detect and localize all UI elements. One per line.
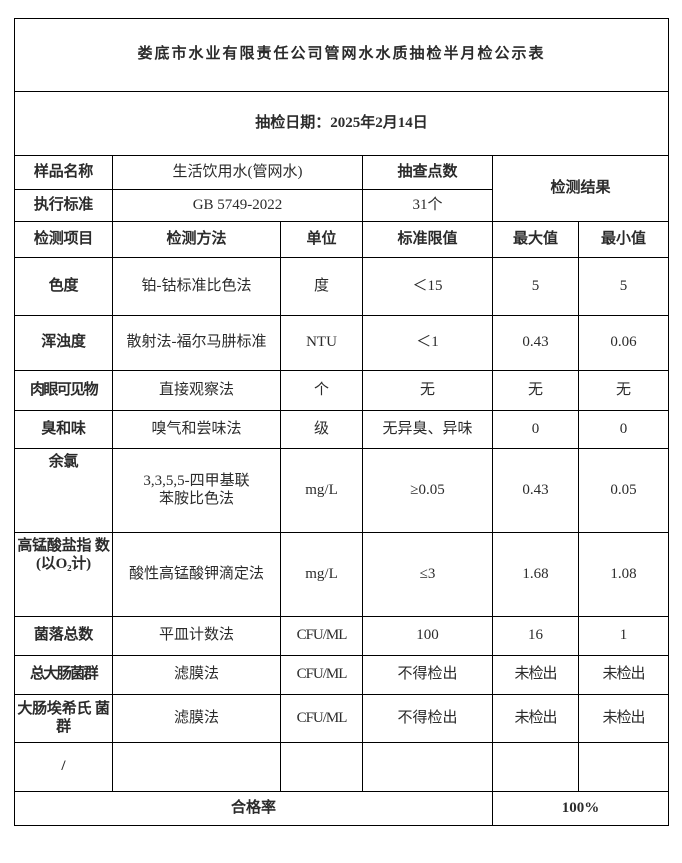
row-max: 0 (492, 410, 579, 449)
sample-name-value: 生活饮用水(管网水) (112, 155, 363, 190)
sample-name-row: 样品名称 生活饮用水(管网水) 抽查点数 检测结果 (14, 155, 670, 222)
row-min: 0.06 (577, 315, 670, 371)
row-min: 5 (577, 257, 670, 316)
table-row: 高锰酸盐指 数(以O₂计) 酸性高锰酸钾滴定法 mg/L ≤3 1.68 1.0… (14, 532, 670, 617)
row-max: 无 (492, 370, 579, 411)
table-row: 肉眼可见物 直接观察法 个 无 无 无 (14, 370, 670, 411)
column-header-row: 检测项目 检测方法 单位 标准限值 最大值 最小值 (14, 221, 670, 258)
table-row: 总大肠菌群 滤膜法 CFU/ML 不得检出 未检出 未检出 (14, 655, 670, 695)
result-header: 检测结果 (491, 155, 670, 222)
row-limit: ≥0.05 (362, 448, 493, 533)
row-unit: mg/L (280, 532, 363, 617)
pass-rate-label: 合格率 (14, 791, 493, 826)
row-min (577, 742, 670, 792)
column-header-unit: 单位 (280, 221, 363, 258)
row-max: 未检出 (492, 655, 579, 695)
row-method (112, 742, 281, 792)
row-method: 滤膜法 (112, 655, 281, 695)
table-row: 余氯 3,3,5,5-四甲基联 苯胺比色法 mg/L ≥0.05 0.43 0.… (14, 448, 670, 533)
row-method: 平皿计数法 (112, 616, 281, 656)
sampling-points-value: 31个 (362, 189, 493, 222)
table-row: 臭和味 嗅气和尝味法 级 无异臭、异味 0 0 (14, 410, 670, 449)
row-method: 3,3,5,5-四甲基联 苯胺比色法 (112, 448, 281, 533)
row-item: 色度 (14, 257, 113, 316)
row-limit (362, 742, 493, 792)
column-header-max: 最大值 (492, 221, 579, 258)
row-item: / (14, 742, 113, 792)
row-max: 0.43 (492, 315, 579, 371)
row-limit: 不得检出 (362, 694, 493, 743)
title-row: 娄底市水业有限责任公司管网水水质抽检半月检公示表 (13, 18, 670, 92)
row-unit: 级 (280, 410, 363, 449)
row-max: 5 (492, 257, 579, 316)
row-unit: NTU (280, 315, 363, 371)
row-item: 余氯 (14, 448, 113, 533)
document-title: 娄底市水业有限责任公司管网水水质抽检半月检公示表 (13, 18, 670, 92)
row-method: 直接观察法 (112, 370, 281, 411)
row-item: 菌落总数 (14, 616, 113, 656)
table-row: 色度 铂-钴标准比色法 度 ＜15 5 5 (14, 257, 670, 316)
row-limit: ≤3 (362, 532, 493, 617)
row-limit: 100 (362, 616, 493, 656)
row-min: 0.05 (577, 448, 670, 533)
row-item: 高锰酸盐指 数(以O₂计) (14, 532, 113, 617)
row-unit: CFU/ML (280, 655, 363, 695)
row-unit: mg/L (280, 448, 363, 533)
row-max (492, 742, 579, 792)
row-limit: 不得检出 (362, 655, 493, 695)
row-max: 0.43 (492, 448, 579, 533)
column-header-item: 检测项目 (14, 221, 113, 258)
standard-value: GB 5749-2022 (112, 189, 363, 222)
row-item: 肉眼可见物 (14, 370, 113, 411)
date-row: 抽检日期：2025年2月14日 (13, 91, 670, 156)
sampling-date: 抽检日期：2025年2月14日 (13, 91, 670, 156)
row-method: 酸性高锰酸钾滴定法 (112, 532, 281, 617)
pass-rate-row: 合格率 100% (14, 791, 670, 826)
row-unit: CFU/ML (280, 694, 363, 743)
row-method: 散射法-福尔马肼标准 (112, 315, 281, 371)
row-max: 16 (492, 616, 579, 656)
row-item: 总大肠菌群 (14, 655, 113, 695)
standard-label: 执行标准 (14, 189, 113, 222)
row-min: 1.08 (577, 532, 670, 617)
row-min: 无 (577, 370, 670, 411)
table-row: 浑浊度 散射法-福尔马肼标准 NTU ＜1 0.43 0.06 (14, 315, 670, 371)
row-unit: 度 (280, 257, 363, 316)
sampling-points-label: 抽查点数 (362, 155, 493, 190)
row-limit: ＜15 (362, 257, 493, 316)
sample-name-label: 样品名称 (14, 155, 113, 190)
row-unit (280, 742, 363, 792)
row-item: 大肠埃希氏 菌群 (14, 694, 113, 743)
column-header-min: 最小值 (577, 221, 670, 258)
row-max: 未检出 (492, 694, 579, 743)
row-limit: ＜1 (362, 315, 493, 371)
row-unit: CFU/ML (280, 616, 363, 656)
row-item: 臭和味 (14, 410, 113, 449)
column-header-limit: 标准限值 (362, 221, 493, 258)
row-limit: 无 (362, 370, 493, 411)
column-header-method: 检测方法 (112, 221, 281, 258)
row-method: 铂-钴标准比色法 (112, 257, 281, 316)
row-item: 浑浊度 (14, 315, 113, 371)
water-quality-table: 娄底市水业有限责任公司管网水水质抽检半月检公示表 抽检日期：2025年2月14日… (13, 18, 670, 826)
row-min: 0 (577, 410, 670, 449)
table-row: 大肠埃希氏 菌群 滤膜法 CFU/ML 不得检出 未检出 未检出 (14, 694, 670, 743)
standard-row: 执行标准 GB 5749-2022 31个 (14, 189, 669, 222)
pass-rate-value: 100% (491, 791, 670, 826)
row-min: 未检出 (577, 694, 670, 743)
table-row: / (14, 742, 670, 792)
row-unit: 个 (280, 370, 363, 411)
row-min: 未检出 (577, 655, 670, 695)
table-row: 菌落总数 平皿计数法 CFU/ML 100 16 1 (14, 616, 670, 656)
row-limit: 无异臭、异味 (362, 410, 493, 449)
row-method: 滤膜法 (112, 694, 281, 743)
row-min: 1 (577, 616, 670, 656)
row-max: 1.68 (492, 532, 579, 617)
row-method: 嗅气和尝味法 (112, 410, 281, 449)
